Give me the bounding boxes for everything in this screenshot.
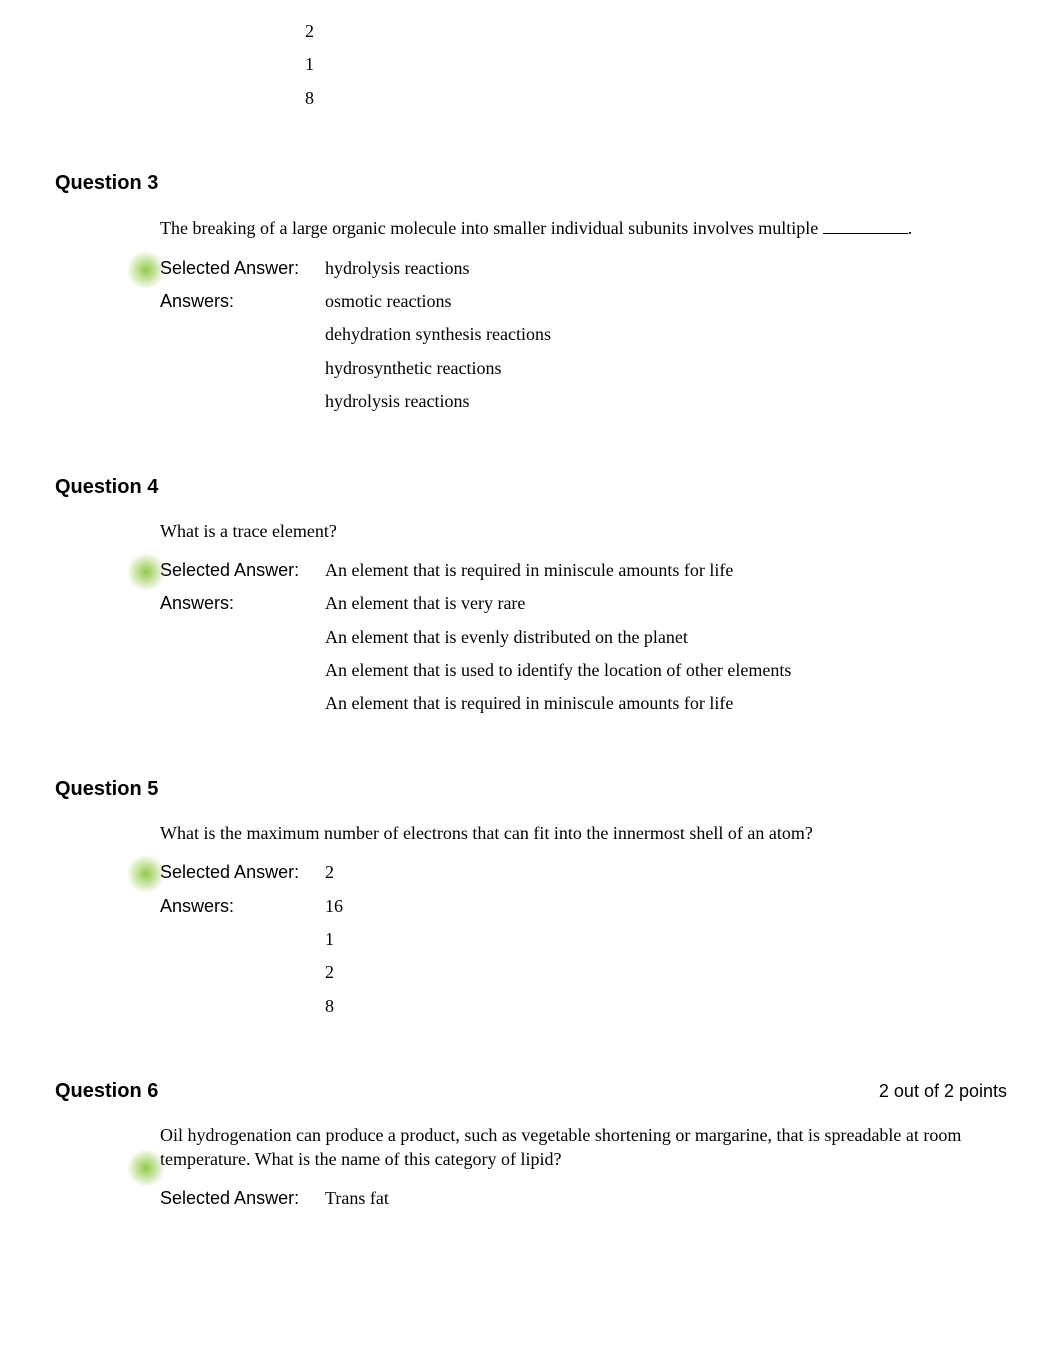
question-title: Question 4 (55, 474, 158, 500)
selected-answer-value: hydrolysis reactions (325, 257, 1007, 280)
answer-option-text: hydrolysis reactions (325, 390, 1007, 413)
answer-option: 1 (160, 928, 1007, 951)
answer-list: Answers: 16 1 2 8 (160, 895, 1007, 1019)
answer-option: An element that is used to identify the … (160, 659, 1007, 682)
question-title: Question 5 (55, 776, 158, 802)
prompt-text-after: . (908, 218, 913, 238)
answer-option-text: osmotic reactions (325, 290, 1007, 313)
answers-label: Answers: (160, 290, 325, 313)
answer-option-text: An element that is evenly distributed on… (325, 626, 1007, 649)
selected-answer-label: Selected Answer: (160, 559, 325, 582)
question-prompt: What is a trace element? (160, 520, 1007, 543)
answer-option-text: 1 (325, 928, 1007, 951)
selected-answer-row: Selected Answer: An element that is requ… (160, 559, 1007, 582)
question-points: 2 out of 2 points (879, 1080, 1007, 1103)
answer-option: Answers: 16 (160, 895, 1007, 918)
answer-option-text: 16 (325, 895, 1007, 918)
prompt-text-before: The breaking of a large organic molecule… (160, 218, 823, 238)
answer-list: Answers: osmotic reactions dehydration s… (160, 290, 1007, 414)
answer-list: Answers: An element that is very rare An… (160, 592, 1007, 716)
residual-answer-item: 8 (305, 87, 1007, 110)
question-block: Question 4 What is a trace element? Sele… (55, 474, 1007, 716)
answer-option-text: An element that is required in miniscule… (325, 692, 1007, 715)
question-title: Question 3 (55, 170, 158, 196)
residual-answer-item: 1 (305, 53, 1007, 76)
answers-label: Answers: (160, 592, 325, 615)
answer-option: 8 (160, 995, 1007, 1018)
answer-option: An element that is evenly distributed on… (160, 626, 1007, 649)
selected-answer-value: An element that is required in miniscule… (325, 559, 1007, 582)
answers-label: Answers: (160, 895, 325, 918)
question-block: Question 3 The breaking of a large organ… (55, 170, 1007, 413)
answer-option: dehydration synthesis reactions (160, 323, 1007, 346)
answer-option: hydrolysis reactions (160, 390, 1007, 413)
answer-option-text: dehydration synthesis reactions (325, 323, 1007, 346)
selected-answer-label: Selected Answer: (160, 861, 325, 884)
residual-answer-list: 2 1 8 (305, 20, 1007, 110)
selected-answer-label: Selected Answer: (160, 1187, 325, 1210)
answer-option: Answers: An element that is very rare (160, 592, 1007, 615)
answer-option-text: hydrosynthetic reactions (325, 357, 1007, 380)
selected-answer-row: Selected Answer: hydrolysis reactions (160, 257, 1007, 280)
answer-option-text: 2 (325, 961, 1007, 984)
question-title: Question 6 (55, 1078, 158, 1104)
answer-option: An element that is required in miniscule… (160, 692, 1007, 715)
selected-answer-value: Trans fat (325, 1187, 1007, 1210)
answer-option: hydrosynthetic reactions (160, 357, 1007, 380)
answer-option-text: An element that is used to identify the … (325, 659, 1007, 682)
answer-option-text: 8 (325, 995, 1007, 1018)
selected-answer-row: Selected Answer: 2 (160, 861, 1007, 884)
question-prompt: Oil hydrogenation can produce a product,… (160, 1124, 1007, 1171)
selected-answer-value: 2 (325, 861, 1007, 884)
answer-option: Answers: osmotic reactions (160, 290, 1007, 313)
question-block: Question 5 What is the maximum number of… (55, 776, 1007, 1018)
answer-option: 2 (160, 961, 1007, 984)
question-block: Question 6 2 out of 2 points Oil hydroge… (55, 1078, 1007, 1210)
residual-answer-item: 2 (305, 20, 1007, 43)
question-prompt: The breaking of a large organic molecule… (160, 216, 1007, 240)
question-prompt: What is the maximum number of electrons … (160, 822, 1007, 845)
answer-option-text: An element that is very rare (325, 592, 1007, 615)
fill-blank (823, 216, 908, 234)
selected-answer-label: Selected Answer: (160, 257, 325, 280)
selected-answer-row: Selected Answer: Trans fat (160, 1187, 1007, 1210)
